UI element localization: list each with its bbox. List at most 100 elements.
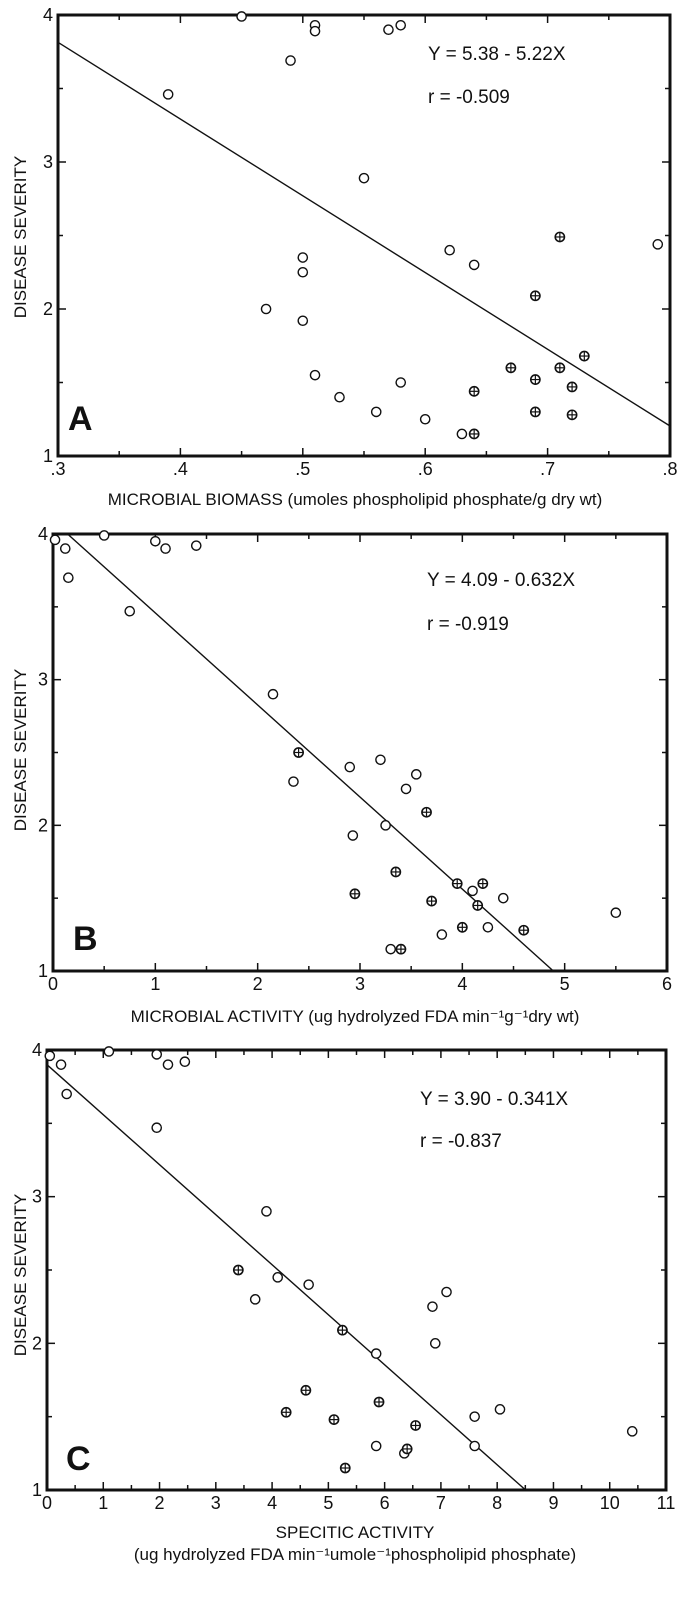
panel-b-open-circle-point xyxy=(347,830,359,841)
panel-a-open-circle-point xyxy=(395,19,407,31)
panel-a-crossed-circle-point xyxy=(468,385,480,397)
panel-c-crossed-circle-point xyxy=(300,1384,312,1396)
panel-b-x-tick-label: 1 xyxy=(150,974,160,994)
panel-b-crossed-circle-point xyxy=(421,806,432,818)
panel-a-open-circle-point xyxy=(334,391,345,403)
panel-c-open-circle-point xyxy=(303,1279,314,1290)
panel-a-open-circle-point xyxy=(236,11,247,22)
panel-c-plot-frame xyxy=(45,1048,668,1492)
panel-b-open-circle-point xyxy=(150,535,161,547)
panel-c-x-tick-label: 1 xyxy=(98,1493,108,1513)
panel-b-open-circle-point xyxy=(467,885,478,897)
panel-b-open-circle-point xyxy=(436,929,448,940)
panel-c-open-circle-point xyxy=(429,1338,441,1349)
panel-c-data-points xyxy=(44,1046,638,1491)
panel-a: DISEASE SEVERITY .3 .4 .5 .6 .7 .8 1 2 3 4 Y = 5.… xyxy=(11,5,678,509)
panel-b-plot-frame xyxy=(51,532,669,973)
panel-b-open-circle-point xyxy=(482,922,494,933)
panel-b-open-circle-point xyxy=(59,543,71,554)
panel-c-open-circle-point xyxy=(272,1272,284,1283)
panel-b-y-tick-label: 3 xyxy=(38,670,48,690)
panel-a-open-circle-point xyxy=(162,89,174,100)
panel-b-regression-equation: Y = 4.09 - 0.632X xyxy=(427,570,575,591)
panel-b-x-tick-label: 3 xyxy=(355,974,365,994)
panel-b-data-points xyxy=(49,530,622,972)
panel-c-open-circle-point xyxy=(61,1088,72,1100)
panel-b-x-tick-label: 4 xyxy=(457,974,467,994)
panel-c-y-axis-label: DISEASE SEVERITY xyxy=(11,1194,30,1357)
panel-a-plot-frame xyxy=(56,13,672,458)
panel-c-crossed-circle-point xyxy=(328,1414,340,1425)
panel-b-regression-line xyxy=(67,533,554,972)
panel-a-open-circle-point xyxy=(456,428,468,440)
panel-b-letter: B xyxy=(73,920,98,958)
panel-b-x-tick-label: 0 xyxy=(48,974,58,994)
panel-c-x-axis-label-units: (ug hydrolyzed FDA min⁻¹umole⁻¹phospholi… xyxy=(134,1545,576,1564)
panel-c-crossed-circle-point xyxy=(401,1443,413,1455)
panel-c-x-tick-label: 11 xyxy=(657,1493,676,1513)
panel-c-x-tick-label: 9 xyxy=(548,1493,558,1513)
panel-a-crossed-circle-point xyxy=(566,381,578,393)
panel-a-y-axis-label: DISEASE SEVERITY xyxy=(11,156,30,319)
panel-b-x-tick-label: 6 xyxy=(662,974,672,994)
panel-b-open-circle-point xyxy=(49,534,61,546)
panel-b-open-circle-point xyxy=(124,605,136,617)
panel-b-crossed-circle-point xyxy=(349,888,361,900)
svg-text:DISEASE SEVERITY: DISEASE SEVERITY xyxy=(11,1194,30,1357)
svg-text:DISEASE SEVERITY: DISEASE SEVERITY xyxy=(11,156,30,319)
panel-c-open-circle-point xyxy=(427,1301,438,1312)
panel-b-crossed-circle-point xyxy=(390,866,402,878)
panel-c-x-tick-label: 3 xyxy=(211,1493,221,1513)
panel-c-open-circle-point xyxy=(179,1056,191,1068)
panel-c-y-tick-label: 3 xyxy=(32,1187,42,1207)
panel-a-letter: A xyxy=(68,400,93,438)
panel-a-open-circle-point xyxy=(358,172,370,184)
panel-a-open-circle-point xyxy=(309,369,321,381)
panel-b-open-circle-point xyxy=(98,530,110,541)
panel-a-x-tick-label: .3 xyxy=(50,459,65,479)
panel-b-crossed-circle-point xyxy=(477,878,489,889)
panel-c-x-tick-label: 0 xyxy=(42,1493,52,1513)
panel-a-y-tick-label: 2 xyxy=(43,299,53,319)
panel-b-open-circle-point xyxy=(400,783,412,795)
panel-c-x-axis-label: SPECITIC ACTIVITY xyxy=(276,1523,435,1542)
panel-a-x-tick-label: .4 xyxy=(173,459,188,479)
panel-c-open-circle-point xyxy=(44,1050,56,1062)
panel-c-open-circle-point xyxy=(151,1122,163,1134)
panel-a-open-circle-point xyxy=(652,239,664,250)
panel-b-x-axis-label: MICROBIAL ACTIVITY (ug hydrolyzed FDA mi… xyxy=(131,1007,580,1026)
panel-a-open-circle-point xyxy=(285,55,296,66)
panel-b-crossed-circle-point xyxy=(518,924,530,936)
panel-c-open-circle-point xyxy=(103,1046,115,1057)
panel-c-letter: C xyxy=(66,1440,91,1478)
panel-b-y-tick-label: 4 xyxy=(38,524,48,544)
panel-c-x-tick-label: 10 xyxy=(600,1493,620,1513)
panel-c-x-tick-label: 8 xyxy=(492,1493,502,1513)
panel-c-crossed-circle-point xyxy=(337,1324,348,1336)
panel-a-y-tick-label: 1 xyxy=(43,446,53,466)
panel-a-open-circle-point xyxy=(297,252,309,263)
panel-a-crossed-circle-point xyxy=(578,350,590,362)
panel-c-x-tick-label: 4 xyxy=(267,1493,277,1513)
panel-a-open-circle-point xyxy=(395,377,407,388)
panel-a-open-circle-point xyxy=(297,266,309,278)
panel-a-crossed-circle-point xyxy=(505,362,517,374)
panel-a-crossed-circle-point xyxy=(554,362,566,374)
panel-b-open-circle-point xyxy=(380,820,391,831)
panel-a-crossed-circle-point xyxy=(529,406,541,418)
panel-b-open-circle-point xyxy=(375,754,386,766)
panel-b-crossed-circle-point xyxy=(456,921,468,933)
panel-b-correlation-coefficient: r = -0.919 xyxy=(427,614,509,635)
panel-a-regression-equation: Y = 5.38 - 5.22X xyxy=(428,44,566,65)
panel-c-crossed-circle-point xyxy=(410,1420,421,1431)
panel-b-open-circle-point xyxy=(497,892,509,904)
panel-c-x-tick-label: 2 xyxy=(155,1493,165,1513)
panel-c-x-tick-label: 7 xyxy=(436,1493,446,1513)
svg-text:DISEASE SEVERITY: DISEASE SEVERITY xyxy=(11,669,30,832)
panel-a-open-circle-point xyxy=(383,24,394,36)
panel-a-y-tick-label: 3 xyxy=(43,152,53,172)
panel-a-x-tick-label: .7 xyxy=(540,459,555,479)
panel-b-crossed-circle-point xyxy=(426,895,438,907)
panel-b-open-circle-point xyxy=(610,907,622,919)
